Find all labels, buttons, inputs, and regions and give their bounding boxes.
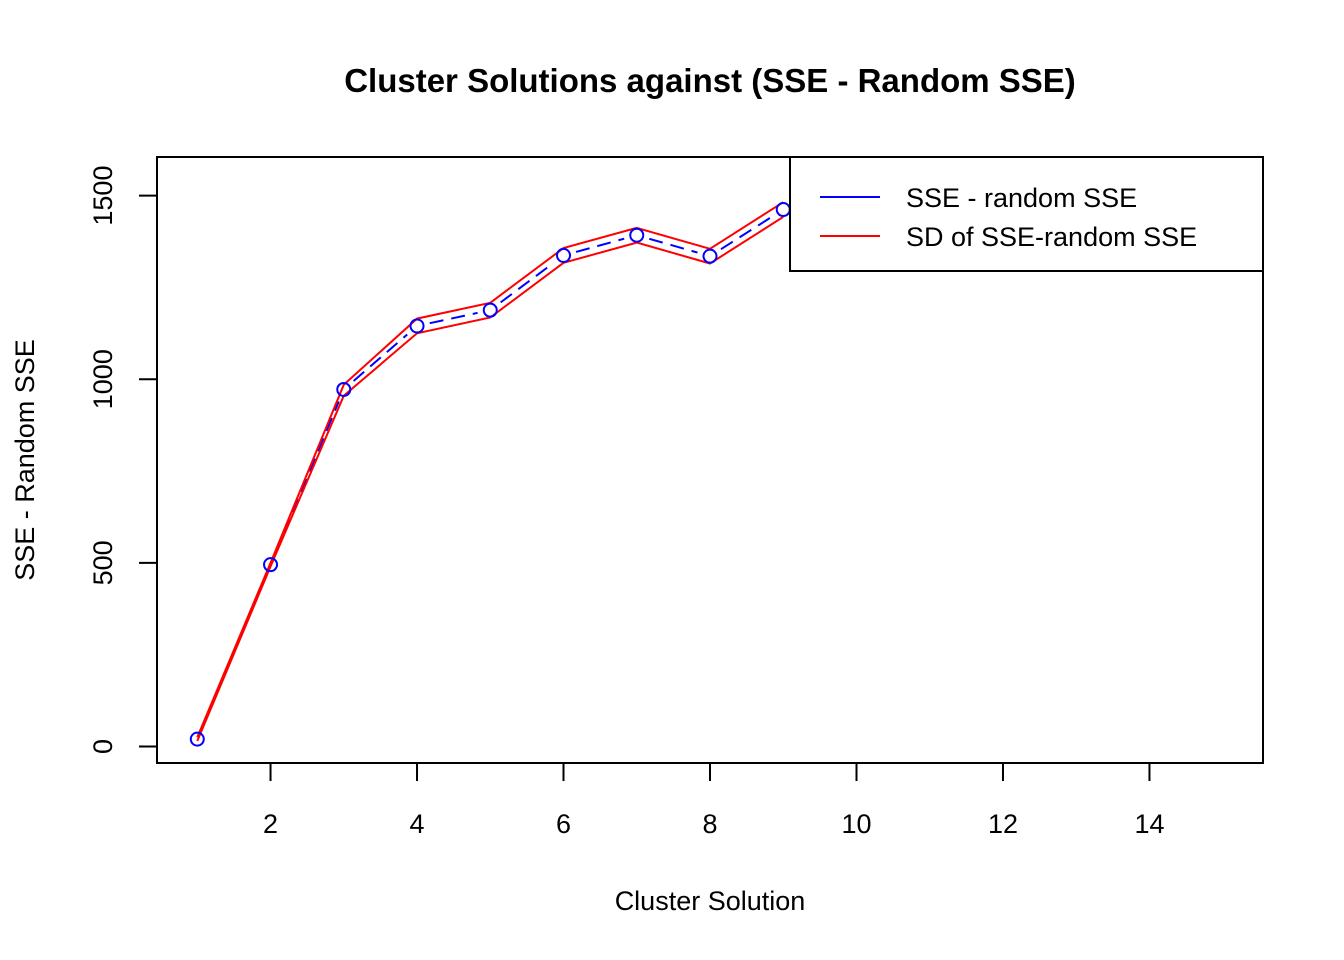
legend: SSE - random SSE SD of SSE-random SSE <box>789 156 1264 272</box>
sse-line-segment <box>575 237 625 253</box>
x-tick-label: 12 <box>988 809 1018 839</box>
legend-label-sse: SSE - random SSE <box>906 183 1137 213</box>
sse-point <box>409 318 425 334</box>
x-tick-label: 2 <box>263 809 278 839</box>
plot-marks <box>189 201 791 747</box>
y-tick-label: 0 <box>88 739 118 754</box>
sse-line-segment <box>429 311 478 325</box>
sse-point <box>629 227 645 243</box>
chart-title: Cluster Solutions against (SSE - Random … <box>344 62 1076 99</box>
x-tick-label: 14 <box>1134 809 1164 839</box>
sse-line-segment <box>720 215 773 251</box>
legend-label-sd: SD of SSE-random SSE <box>906 222 1197 252</box>
y-tick-label: 1000 <box>88 349 118 409</box>
sse-line-segment <box>648 237 698 254</box>
x-axis-label: Cluster Solution <box>615 886 806 916</box>
x-tick-label: 10 <box>841 809 871 839</box>
x-axis: 2 4 6 8 10 12 14 <box>263 762 1164 839</box>
sse-point <box>336 381 352 397</box>
x-tick-label: 4 <box>410 809 425 839</box>
sse-point <box>189 731 205 747</box>
sd-lower-line <box>196 216 784 742</box>
sse-point <box>263 557 279 573</box>
sd-upper-line <box>196 201 784 738</box>
x-tick-label: 8 <box>702 809 717 839</box>
sse-line-segment <box>500 262 554 304</box>
sse-line-segment <box>352 333 408 382</box>
y-axis: 0 500 1000 1500 <box>88 166 158 754</box>
y-tick-label: 500 <box>88 540 118 585</box>
legend-box <box>789 156 1264 272</box>
y-tick-label: 1500 <box>88 166 118 226</box>
sse-point <box>556 247 572 263</box>
x-tick-label: 6 <box>556 809 571 839</box>
sse-point <box>775 202 791 218</box>
y-axis-label: SSE - Random SSE <box>10 339 40 581</box>
sse-point <box>482 302 498 318</box>
sse-point <box>702 248 718 264</box>
